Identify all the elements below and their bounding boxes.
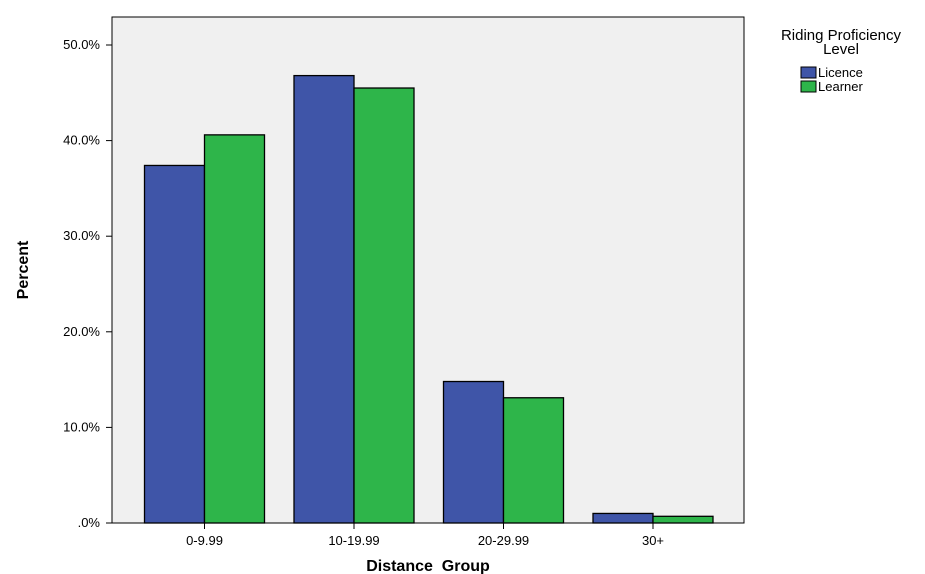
x-tick-label: 0-9.99 — [186, 533, 223, 548]
y-tick-label: .0% — [78, 515, 101, 530]
y-axis: .0% 10.0% 20.0% 30.0% 40.0% 50.0% — [63, 37, 112, 530]
x-axis: 0-9.99 10-19.99 20-29.99 30+ — [186, 523, 664, 548]
x-tick-label: 20-29.99 — [478, 533, 529, 548]
bar-licence-0 — [143, 164, 206, 524]
y-tick-label: 20.0% — [63, 324, 100, 339]
y-tick-label: 40.0% — [63, 133, 100, 148]
bar-learner-3 — [652, 515, 714, 524]
y-tick-label: 30.0% — [63, 228, 100, 243]
x-tick-label: 30+ — [642, 533, 664, 548]
y-axis-title: Percent — [15, 240, 32, 299]
legend-swatch-licence — [800, 66, 817, 79]
x-axis-title: Distance Group — [366, 558, 490, 574]
y-tick-label: 50.0% — [63, 37, 100, 52]
legend-label-learner: Learner — [818, 79, 863, 94]
legend-swatch-learner — [800, 80, 817, 93]
bar-licence-2 — [442, 380, 505, 524]
bar-learner-2 — [502, 397, 565, 524]
y-tick-label: 10.0% — [63, 419, 100, 434]
bar-licence-3 — [592, 512, 654, 524]
bars-group — [143, 74, 714, 524]
bar-licence-1 — [293, 74, 355, 524]
legend-title-line1: Riding Proficiency — [781, 27, 902, 44]
bar-learner-1 — [353, 87, 415, 524]
bar-learner-0 — [203, 134, 266, 524]
legend-title-line2: Level — [823, 41, 859, 58]
x-tick-label: 10-19.99 — [328, 533, 379, 548]
legend-label-licence: Licence — [818, 65, 863, 80]
